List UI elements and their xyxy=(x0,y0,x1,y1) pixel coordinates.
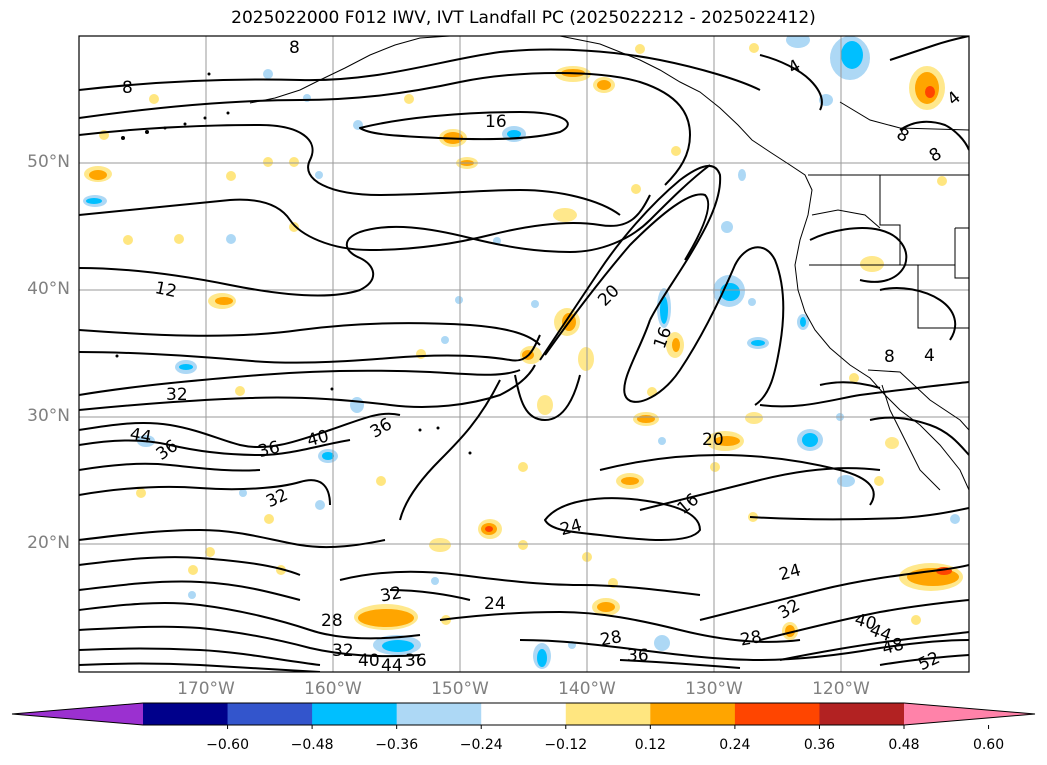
contour-label: 36 xyxy=(405,651,427,671)
contour-label: 4 xyxy=(924,346,935,366)
colorbar-tick-label: 0.12 xyxy=(634,737,666,753)
contour-label: 24 xyxy=(558,515,584,540)
colorbar-segment xyxy=(227,703,313,725)
colorbar xyxy=(11,702,1036,729)
lat-label-40n: 40°N xyxy=(27,279,70,299)
lon-label-140w: 140°W xyxy=(558,679,616,699)
contour-label: 20 xyxy=(702,430,724,450)
contour-label: 44 xyxy=(381,656,403,676)
contour-label: 28 xyxy=(599,627,624,650)
contour-label: 8 xyxy=(122,78,133,98)
colorbar-tick-label: −0.48 xyxy=(290,737,334,753)
contour-label: 40 xyxy=(358,651,380,671)
lat-label-30n: 30°N xyxy=(27,406,70,426)
iwv-contours xyxy=(79,36,969,672)
colorbar-tick-label: −0.60 xyxy=(206,737,249,753)
colorbar-segment xyxy=(312,703,398,725)
colorbar-tick-label: 0.24 xyxy=(719,737,751,753)
colorbar-extend-high xyxy=(904,703,1035,725)
lon-label-160w: 160°W xyxy=(304,679,362,699)
lon-label-170w: 170°W xyxy=(177,679,235,699)
contour-label: 32 xyxy=(166,385,188,405)
contour-label: 28 xyxy=(321,611,343,631)
contour-label: 36 xyxy=(153,436,182,465)
contour-label: 4 xyxy=(944,88,965,110)
graticule xyxy=(79,36,969,672)
colorbar-tick-label: 0.60 xyxy=(972,737,1005,753)
contour-label: 24 xyxy=(484,594,506,614)
map-frame xyxy=(78,35,970,673)
contour-label: 16 xyxy=(674,490,703,519)
contour-label: 32 xyxy=(379,583,404,606)
colorbar-segment xyxy=(565,703,651,725)
contour-label: 52 xyxy=(915,648,943,675)
contour-label: 48 xyxy=(880,634,906,659)
contour-label: 12 xyxy=(153,278,178,302)
contour-label: 20 xyxy=(594,281,623,310)
contour-label: 8 xyxy=(884,347,895,367)
colorbar-segment xyxy=(819,703,905,725)
contour-label: 8 xyxy=(893,124,912,147)
contour-label: 32 xyxy=(332,641,354,661)
contour-labels: 8 8 16 12 20 16 32 36 40 44 36 36 32 20 … xyxy=(122,38,965,676)
colorbar-tick-label: −0.12 xyxy=(544,737,588,753)
colorbar-tick-label: −0.36 xyxy=(375,737,419,753)
contour-label: 8 xyxy=(289,38,300,58)
contour-label: 28 xyxy=(739,627,764,650)
colorbar-tick-label: 0.36 xyxy=(803,737,836,753)
shaded-anomaly-layer xyxy=(83,36,963,669)
contour-label: 36 xyxy=(627,646,649,666)
contour-label: 36 xyxy=(367,414,396,442)
colorbar-segment xyxy=(143,703,229,725)
colorbar-segment xyxy=(396,703,482,725)
contour-label: 24 xyxy=(777,560,803,585)
colorbar-extend-low xyxy=(12,703,143,725)
contour-label: 32 xyxy=(263,485,291,512)
colorbar-segment xyxy=(734,703,820,725)
contour-label: 16 xyxy=(485,112,507,132)
colorbar-tick-label: −0.24 xyxy=(459,737,503,753)
lat-label-20n: 20°N xyxy=(27,533,70,553)
coastlines xyxy=(249,36,969,491)
lon-label-120w: 120°W xyxy=(812,679,870,699)
colorbar-tick-label: 0.48 xyxy=(888,737,920,753)
colorbar-segment xyxy=(481,703,567,725)
map-title: 2025022000 F012 IWV, IVT Landfall PC (20… xyxy=(231,8,816,28)
lat-label-50n: 50°N xyxy=(27,152,70,172)
lon-label-130w: 130°W xyxy=(685,679,743,699)
contour-label: 44 xyxy=(128,424,153,447)
contour-label: 36 xyxy=(256,437,282,462)
colorbar-segment xyxy=(650,703,736,725)
contour-label: 4 xyxy=(785,56,804,79)
lon-label-150w: 150°W xyxy=(431,679,489,699)
